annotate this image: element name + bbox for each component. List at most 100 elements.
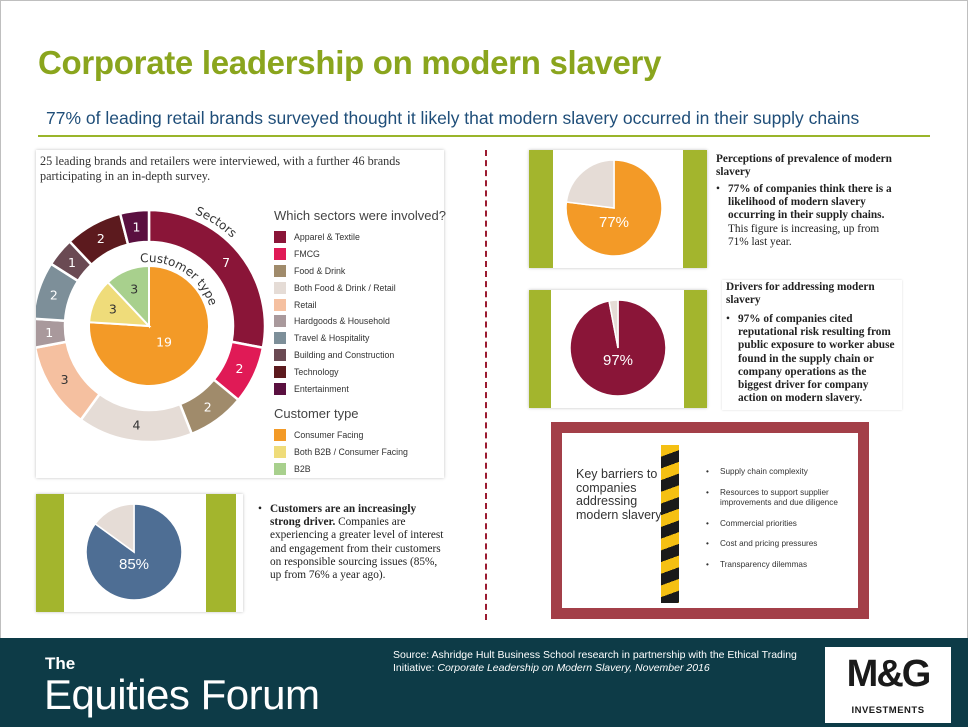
survey-intro: 25 leading brands and retailers were int…	[40, 154, 401, 183]
legend-label: Retail	[294, 299, 317, 310]
legend-item-food-drink: Food & Drink	[274, 263, 446, 280]
legend-swatch	[274, 348, 286, 361]
barriers-title: Key barriers to companies addressing mod…	[576, 467, 662, 522]
perceptions-pie-label: 77%	[598, 214, 630, 231]
legend-swatch	[274, 365, 286, 378]
legend-item-fmcg: FMCG	[274, 246, 446, 263]
customers-rest: Companies are experiencing a greater lev…	[270, 516, 444, 582]
sector-slice-entertainment	[118, 208, 151, 247]
barrier-item-label: Transparency dilemmas	[720, 559, 808, 569]
customers-bold: Customers are an increasingly strong dri…	[270, 503, 417, 529]
chart-legend: Which sectors were involved? Apparel & T…	[274, 208, 446, 477]
drivers-bold: 97% of companies cited reputational risk…	[738, 313, 895, 405]
legend-swatch	[274, 462, 286, 475]
legend-item-both-b2b-consumer-facing: Both B2B / Consumer Facing	[274, 444, 446, 461]
footer-brand-name: Equities Forum	[44, 671, 320, 718]
pie-slice-likely	[565, 159, 663, 257]
legend-swatch	[274, 332, 286, 345]
sector-slice-value-label: 3	[61, 372, 69, 387]
legend-item-both-food-drink-retail: Both Food & Drink / Retail	[274, 279, 446, 296]
drivers-note: Drivers for addressing modern slavery • …	[722, 280, 902, 410]
sectors-panel: 25 leading brands and retailers were int…	[36, 150, 446, 478]
perceptions-pie-card: 77%	[529, 150, 707, 268]
source-prefix: Source: Ashridge Hult Business School re…	[393, 649, 797, 675]
drivers-bullet: • 97% of companies cited reputational ri…	[726, 313, 898, 405]
footer-source: Source: Ashridge Hult Business School re…	[393, 649, 823, 676]
legend-label: Hardgoods & Household	[294, 316, 390, 327]
perceptions-pie-chart	[565, 159, 663, 257]
legend-swatch	[274, 429, 286, 442]
subtitle-rule	[38, 135, 930, 137]
legend-item-apparel-textile: Apparel & Textile	[274, 229, 446, 246]
sector-slice-value-label: 7	[222, 255, 230, 270]
customer-slice-value-label: 3	[109, 301, 117, 316]
perceptions-bold: 77% of companies think there is a likeli…	[728, 183, 892, 222]
perceptions-bullet: • 77% of companies think there is a like…	[716, 183, 892, 248]
page-subtitle: 77% of leading retail brands surveyed th…	[46, 108, 860, 128]
customers-bullet: • Customers are an increasingly strong d…	[258, 503, 444, 582]
legend-label: Technology	[294, 366, 339, 377]
legend-title-customer: Customer type	[274, 405, 359, 421]
legend-label: Entertainment	[294, 383, 349, 394]
barriers-list: • Supply chain complexity • Resources to su…	[706, 467, 856, 570]
barrier-item-label: Cost and pricing pressures	[720, 539, 818, 548]
legend-swatch	[274, 231, 286, 244]
legend-item-consumer-facing: Consumer Facing	[274, 427, 446, 444]
customers-pie-label: 85%	[118, 556, 150, 573]
sector-slice-value-label: 2	[50, 288, 58, 303]
green-bar-left	[529, 290, 551, 408]
mg-logo-text: M&G	[846, 653, 932, 695]
legend-label: B2B	[294, 463, 311, 474]
legend-label: Travel & Hospitality	[294, 333, 370, 344]
legend-item-b2b: B2B	[274, 461, 446, 478]
perceptions-rest: This figure is increasing, up from 71% l…	[728, 222, 880, 248]
sector-slice-value-label: 1	[68, 255, 76, 270]
legend-item-retail: Retail	[274, 296, 446, 313]
legend-swatch	[274, 446, 286, 459]
green-bar-right	[684, 290, 707, 408]
legend-label: FMCG	[294, 249, 320, 260]
customer-slice-b2b	[106, 264, 150, 329]
legend-swatch	[274, 281, 286, 294]
legend-customer: Consumer Facing Both B2B / Consumer Facin…	[274, 427, 446, 477]
legend-swatch	[274, 264, 286, 277]
legend-label: Apparel & Textile	[294, 232, 360, 243]
legend-label: Food & Drink	[294, 265, 346, 276]
sector-slice-value-label: 2	[204, 399, 212, 414]
barriers-box: Key barriers to companies addressing mod…	[551, 422, 869, 619]
legend-item-hardgoods-household: Hardgoods & Household	[274, 313, 446, 330]
customers-note: • Customers are an increasingly strong d…	[254, 500, 450, 612]
drivers-title: Drivers for addressing modern slavery	[726, 281, 875, 306]
barrier-item: • Resources to support supplier improveme…	[706, 488, 856, 509]
footer-brand-the: The	[45, 654, 76, 673]
source-title: Corporate Leadership on Modern Slavery, …	[437, 662, 710, 675]
sector-slice-value-label: 1	[45, 325, 53, 340]
green-bar-left	[36, 494, 64, 612]
sector-slice-value-label: 4	[132, 418, 140, 433]
legend-item-entertainment: Entertainment	[274, 380, 446, 397]
pie-slice-other	[608, 299, 619, 349]
barrier-item-label: Supply chain complexity	[720, 467, 808, 476]
legend-title-sectors: Which sectors were involved?	[274, 208, 446, 223]
sector-slice-value-label: 2	[97, 231, 105, 246]
sector-slice-value-label: 2	[236, 361, 244, 376]
barrier-item: • Transparency dilemmas	[706, 559, 808, 569]
barrier-item: • Cost and pricing pressures	[706, 539, 818, 548]
legend-label: Building and Construction	[294, 349, 395, 360]
pie-slice-other	[565, 159, 615, 209]
legend-swatch	[274, 315, 286, 328]
legend-item-technology: Technology	[274, 363, 446, 380]
green-bar-right	[683, 150, 707, 268]
pie-slice-other	[94, 503, 135, 554]
hazard-stripe	[661, 445, 679, 603]
legend-swatch	[274, 298, 286, 311]
legend-label: Consumer Facing	[294, 430, 364, 441]
barrier-item: • Commercial priorities	[706, 518, 797, 528]
legend-swatch	[274, 382, 286, 395]
dashed-divider	[485, 150, 487, 620]
drivers-pie-card: 97%	[529, 290, 707, 408]
drivers-pie-chart	[569, 299, 667, 397]
legend-sectors: Apparel & Textile FMCG Food & Drink Both Fo…	[274, 229, 446, 397]
customer-slice-value-label: 3	[130, 281, 138, 296]
